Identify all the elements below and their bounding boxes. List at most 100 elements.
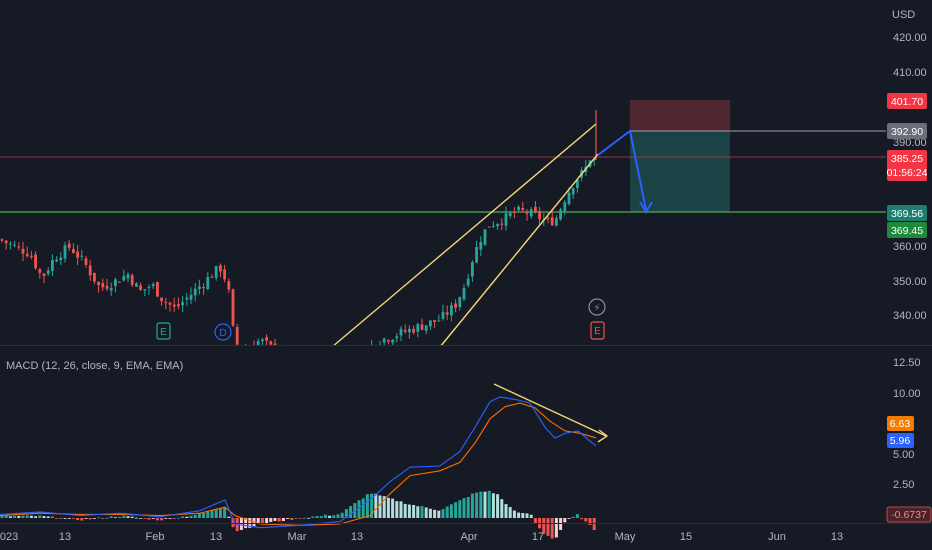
price-tick: 340.00 <box>893 310 927 322</box>
entry-tag-bg <box>887 123 927 139</box>
stop-loss-zone[interactable] <box>630 100 730 131</box>
divergence-line[interactable] <box>493 383 607 437</box>
histogram-bar <box>475 492 479 518</box>
histogram-bar <box>361 498 365 518</box>
divergence-arrowhead <box>597 429 609 443</box>
time-tick: Apr <box>460 531 477 543</box>
time-tick: May <box>615 531 636 543</box>
candle-body <box>80 255 84 257</box>
histogram-bar <box>500 499 504 518</box>
histogram-bar <box>71 518 75 519</box>
candle-body <box>454 303 457 308</box>
candle-body <box>534 206 537 213</box>
histogram-bar <box>105 517 109 519</box>
histogram-bar <box>80 518 84 521</box>
wedge-lower-line[interactable] <box>439 153 599 348</box>
histogram-bar <box>302 517 306 519</box>
histogram-bar <box>13 515 17 518</box>
candle-body <box>517 206 520 211</box>
histogram-bar <box>218 508 222 518</box>
event-earnings-apr[interactable]: E <box>590 321 605 340</box>
histogram-bar <box>126 516 130 518</box>
histogram-bar <box>323 514 327 518</box>
price-pane[interactable] <box>0 0 886 345</box>
histogram-bar <box>403 503 407 518</box>
histogram-bar <box>269 518 273 522</box>
candle-body <box>17 246 21 248</box>
event-dividend-feb[interactable]: D <box>214 323 232 341</box>
entry-tag-text: 392.90 <box>891 126 923 138</box>
macd-legend[interactable]: MACD (12, 26, close, 9, EMA, EMA) <box>6 360 183 372</box>
price-tick: 390.00 <box>893 137 927 149</box>
macd-value-tag[interactable]: 5.96 <box>887 433 914 448</box>
event-earnings-feb[interactable]: E <box>156 322 171 340</box>
histogram-bar <box>286 518 290 519</box>
take-profit-zone[interactable] <box>630 131 730 212</box>
last-price-tag[interactable]: 385.25 01:56:24 <box>887 150 928 181</box>
histogram-bar <box>399 501 403 518</box>
countdown-text: 01:56:24 <box>887 167 928 179</box>
candle-body <box>429 320 432 327</box>
event-flash-apr[interactable]: ⚡ <box>588 298 606 316</box>
candle-body <box>126 274 130 279</box>
support-tag-text: 369.45 <box>891 225 923 237</box>
hist-value-tag[interactable]: -0.6737 <box>886 506 932 523</box>
histogram-bar <box>206 511 210 518</box>
candles-series[interactable] <box>0 110 597 345</box>
signal-value-tag[interactable]: 6.63 <box>887 416 914 431</box>
histogram-bar <box>479 491 483 518</box>
histogram-bar <box>260 518 264 524</box>
histogram-bar <box>277 518 281 522</box>
dividend-label: D <box>219 328 226 339</box>
stop-price-tag[interactable]: 401.70 <box>887 93 927 109</box>
wedge-upper-line[interactable] <box>331 123 597 348</box>
macd-tag-text: 5.96 <box>890 435 911 447</box>
hist-tag-text: -0.6737 <box>891 509 927 521</box>
entry-price-tag[interactable]: 392.90 <box>887 123 927 139</box>
signal-tag-bg <box>887 416 914 431</box>
candle-body <box>13 244 16 246</box>
histogram-bar <box>34 516 38 518</box>
candle-body <box>143 289 147 291</box>
macd-tick: 5.00 <box>893 449 914 461</box>
histogram-bar <box>46 516 50 518</box>
target-price-tag[interactable]: 369.56 <box>887 205 927 221</box>
histogram-bar <box>189 515 193 518</box>
histogram-bar <box>38 515 42 518</box>
histogram-bar <box>248 518 252 528</box>
support-price-tag[interactable]: 369.45 <box>887 222 927 238</box>
candle-body <box>403 330 407 332</box>
histogram-bar <box>4 515 8 518</box>
time-tick: 17 <box>532 531 544 543</box>
candle-body <box>164 301 168 303</box>
histogram-bar <box>181 516 185 518</box>
candle-body <box>261 339 264 342</box>
price-axis[interactable] <box>886 0 932 550</box>
time-tick: 15 <box>680 531 692 543</box>
histogram-bar <box>29 515 33 518</box>
histogram-bar <box>147 518 151 520</box>
hist-tag-bg <box>886 506 932 523</box>
candle-body <box>555 218 558 226</box>
histogram-bar <box>307 517 311 519</box>
time-axis[interactable]: 2023 13 Feb 13 Mar 13 Apr 17 May 15 Jun … <box>0 531 843 543</box>
histogram-bar <box>223 507 227 518</box>
histogram-bar <box>290 518 294 520</box>
candle-body <box>479 242 483 250</box>
last-tag-text: 385.25 <box>891 153 923 165</box>
histogram-bar <box>588 518 592 525</box>
candle-body <box>513 211 516 213</box>
candle-body <box>30 255 33 258</box>
projection-arrow[interactable] <box>597 129 647 211</box>
candle-body <box>420 324 424 330</box>
histogram-bar <box>349 506 353 518</box>
histogram-bar <box>109 516 113 518</box>
candle-body <box>88 265 92 276</box>
histogram-bar <box>315 516 319 518</box>
candle-body <box>387 340 390 342</box>
projection-arrowhead <box>639 201 653 214</box>
candle-body <box>189 294 193 300</box>
target-tag-text: 369.56 <box>891 208 923 220</box>
macd-pane[interactable] <box>0 346 886 523</box>
